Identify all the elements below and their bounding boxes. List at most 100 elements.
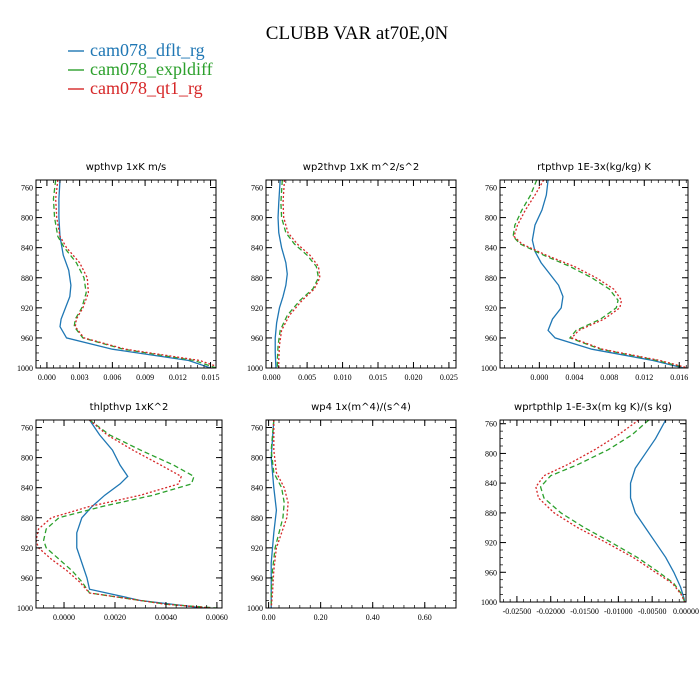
- series-line-0: [629, 420, 686, 602]
- x-tick-label: 0.009: [136, 373, 154, 382]
- y-tick-label: 960: [485, 334, 497, 343]
- series-line-2: [535, 420, 686, 602]
- panel-2: rtpthvp 1E-3x(kg/kg) K 800 840 880 920 960 100…: [481, 162, 689, 382]
- y-tick-label: 920: [251, 544, 263, 553]
- y-tick-label: 960: [21, 574, 33, 583]
- series-line-2: [278, 180, 321, 368]
- panel-title: thlpthvp 1xK^2: [90, 402, 169, 413]
- y-tick-label: 1000: [247, 604, 263, 613]
- y-tick-label: 880: [251, 514, 263, 523]
- panel-title: wprtpthlp 1-E-3x(m kg K)/(s kg): [514, 402, 672, 413]
- y-tick-label: 800: [21, 214, 33, 223]
- y-tick-label: 920: [251, 304, 263, 313]
- panel-title: rtpthvp 1E-3x(kg/kg) K: [537, 162, 651, 173]
- y-tick-label: 1000: [17, 604, 33, 613]
- x-tick-label: 0.40: [366, 613, 380, 622]
- x-tick-label: 0.000: [38, 373, 56, 382]
- x-tick-label: 0.000: [263, 373, 281, 382]
- x-tick-label: 0.003: [71, 373, 89, 382]
- panel-title: wpthvp 1xK m/s: [86, 162, 167, 173]
- x-tick-label: -0.02500: [503, 607, 532, 616]
- series-line-1: [512, 180, 687, 368]
- x-tick-label: 0.008: [600, 373, 618, 382]
- y-tick-label: 800: [251, 214, 263, 223]
- panels: wpthvp 1xK m/s76080084088092096010000.00…: [17, 162, 699, 622]
- x-tick-label: 0.015: [369, 373, 387, 382]
- y-tick-label: 880: [21, 274, 33, 283]
- panel-1: wp2thvp 1xK m^2/s^2 760 800 840 880 920 960 100…: [247, 162, 458, 382]
- plot-frame: [265, 179, 457, 369]
- y-tick-label: 960: [251, 574, 263, 583]
- x-tick-label: 0.012: [169, 373, 187, 382]
- y-tick-label: 840: [21, 244, 33, 253]
- plot-frame: [499, 419, 687, 603]
- y-tick-label: 1000: [17, 364, 33, 373]
- y-tick-label: 920: [485, 539, 497, 548]
- y-tick-label: 880: [485, 509, 497, 518]
- figure-title: CLUBB VAR at70E,0N: [266, 23, 449, 44]
- y-tick-label: 760: [21, 184, 33, 193]
- panel-title: wp4 1x(m^4)/(s^4): [311, 402, 411, 413]
- x-tick-label: 0.0000: [53, 613, 75, 622]
- x-tick-label: 0.000: [530, 373, 548, 382]
- y-tick-label: 760: [251, 184, 263, 193]
- x-tick-label: 0.020: [404, 373, 422, 382]
- series-line-1: [539, 420, 686, 602]
- series-line-1: [276, 180, 320, 368]
- x-tick-label: 0.0020: [104, 613, 126, 622]
- plot-frame: [35, 419, 223, 609]
- series-line-1: [52, 180, 216, 368]
- x-tick-label: 0.005: [298, 373, 316, 382]
- y-tick-label: 1000: [247, 364, 263, 373]
- x-tick-label: 0.0040: [155, 613, 177, 622]
- y-tick-label: 960: [21, 334, 33, 343]
- y-tick-label: 840: [251, 244, 263, 253]
- y-tick-label: 920: [21, 304, 33, 313]
- plot-frame: [35, 179, 217, 369]
- series-line-2: [513, 180, 688, 368]
- x-tick-label: 0.025: [440, 373, 458, 382]
- x-tick-label: 0.004: [565, 373, 583, 382]
- panel-5: wprtpthlp 1-E-3x(m kg K)/(s kg) 760 800 840…: [481, 402, 699, 616]
- y-tick-label: 920: [485, 304, 497, 313]
- legend: cam078_dflt_rgcam078_expldiffcam078_qt1_…: [68, 40, 213, 98]
- x-tick-label: 0.00: [262, 613, 276, 622]
- x-tick-label: 0.006: [103, 373, 121, 382]
- y-tick-label: 880: [485, 274, 497, 283]
- y-tick-label: 1000: [481, 598, 497, 607]
- series-line-1: [42, 420, 217, 608]
- legend-label: cam078_dflt_rg: [90, 40, 205, 60]
- x-tick-label: -0.01000: [604, 607, 633, 616]
- x-tick-label: 0.0060: [206, 613, 228, 622]
- series-line-0: [58, 180, 211, 368]
- y-tick-label: 760: [21, 424, 33, 433]
- series-line-2: [54, 180, 216, 367]
- series-line-0: [76, 420, 205, 608]
- plot-frame: [265, 419, 457, 609]
- series-line-2: [270, 420, 289, 608]
- panel-0: wpthvp 1xK m/s 760 800 840 880 920 960 1000 0.00…: [17, 162, 220, 382]
- y-tick-label: 800: [251, 454, 263, 463]
- x-tick-label: 0.20: [314, 613, 328, 622]
- y-tick-label: 840: [485, 244, 497, 253]
- panel-3: thlpthvp 1xK^2 760 800 840 880 920 960 1000 0.00…: [17, 402, 228, 622]
- x-tick-label: 0.015: [202, 373, 220, 382]
- legend-label: cam078_qt1_rg: [90, 78, 203, 98]
- y-tick-label: 760: [485, 420, 497, 429]
- x-tick-label: -0.00500: [638, 607, 667, 616]
- y-tick-label: 840: [485, 479, 497, 488]
- series-line-0: [274, 180, 288, 368]
- y-tick-label: 800: [21, 454, 33, 463]
- y-tick-label: 880: [251, 274, 263, 283]
- x-tick-label: 0.010: [334, 373, 352, 382]
- x-tick-label: 0.016: [670, 373, 688, 382]
- y-tick-label: 1000: [481, 364, 497, 373]
- x-tick-label: 0.60: [418, 613, 432, 622]
- panel-4: wp4 1x(m^4)/(s^4)76080084088092096010000…: [247, 402, 457, 622]
- y-tick-label: 960: [485, 568, 497, 577]
- y-tick-label: 760: [485, 184, 497, 193]
- series-line-2: [36, 420, 212, 608]
- plot-frame: [499, 179, 689, 369]
- x-tick-label: -0.01500: [570, 607, 599, 616]
